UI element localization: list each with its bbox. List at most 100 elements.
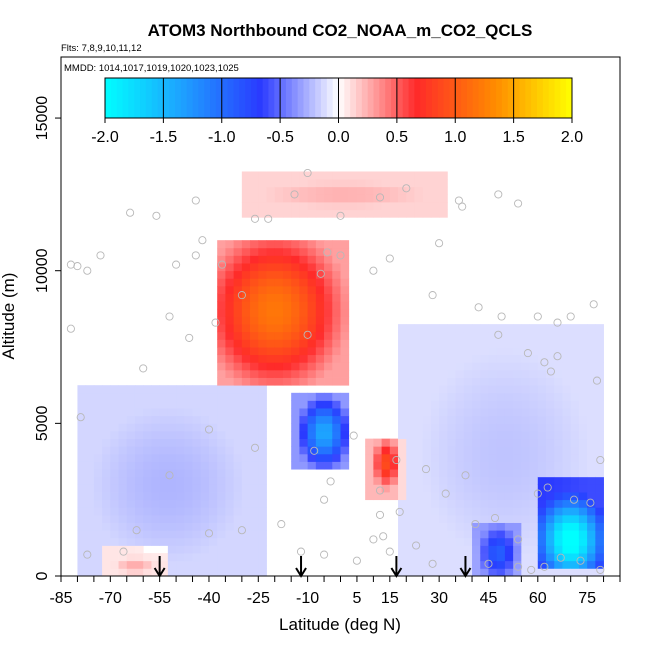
heatmap-cell xyxy=(126,484,136,493)
heatmap-cell xyxy=(250,324,259,333)
heatmap-cell xyxy=(570,369,580,378)
heatmap-cell xyxy=(192,385,202,394)
heatmap-cell xyxy=(488,423,498,432)
sample-point xyxy=(592,376,602,385)
heatmap-cell xyxy=(472,369,481,378)
heatmap-cell xyxy=(496,354,506,363)
heatmap-cell xyxy=(110,461,119,470)
heatmap-cell xyxy=(250,408,259,417)
heatmap-cell xyxy=(291,285,300,294)
heatmap-cell xyxy=(496,400,506,409)
heatmap-cell xyxy=(537,453,547,462)
heatmap-cell xyxy=(595,553,604,562)
heatmap-cell xyxy=(217,514,226,523)
heatmap-cell xyxy=(307,392,317,401)
heatmap-cell xyxy=(77,400,87,409)
heatmap-cell xyxy=(274,186,284,195)
heatmap-cell xyxy=(537,423,547,432)
colorbar-segment xyxy=(396,78,404,118)
heatmap-cell xyxy=(241,293,251,302)
heatmap-cell xyxy=(529,369,539,378)
heatmap-cell xyxy=(496,415,506,424)
heatmap-cell xyxy=(200,553,210,562)
heatmap-cell xyxy=(266,247,276,256)
heatmap-cell xyxy=(472,347,481,356)
heatmap-cell xyxy=(200,423,210,432)
heatmap-cell xyxy=(398,331,407,340)
heatmap-cell xyxy=(324,308,333,317)
sample-point xyxy=(152,211,161,220)
heatmap-cell xyxy=(324,278,333,287)
heatmap-cell xyxy=(200,469,210,478)
heatmap-cell xyxy=(422,408,432,417)
heatmap-cell xyxy=(315,301,325,310)
heatmap-cell xyxy=(274,362,284,371)
heatmap-cell xyxy=(340,461,350,470)
heatmap-cell xyxy=(554,415,563,424)
heatmap-cell xyxy=(299,362,309,371)
heatmap-cell xyxy=(225,308,235,317)
heatmap-cell xyxy=(250,316,259,325)
heatmap-cell xyxy=(110,408,119,417)
heatmap-cell xyxy=(587,537,596,546)
heatmap-cell xyxy=(233,514,243,523)
heatmap-cell xyxy=(546,369,555,378)
heatmap-cell xyxy=(77,560,87,569)
heatmap-cell xyxy=(282,301,292,310)
heatmap-cell xyxy=(266,171,276,180)
heatmap-cell xyxy=(258,186,267,195)
heatmap-cell xyxy=(159,430,169,440)
heatmap-cell xyxy=(192,507,202,516)
heatmap-cell xyxy=(93,553,103,562)
sample-point xyxy=(494,190,503,199)
heatmap-cell xyxy=(110,522,119,531)
heatmap-cell xyxy=(513,392,522,401)
heatmap-cell xyxy=(472,354,481,363)
sample-point xyxy=(73,262,82,271)
heatmap-cell xyxy=(521,484,530,493)
heatmap-cell xyxy=(299,171,309,180)
heatmap-cell xyxy=(578,438,588,447)
heatmap-cell xyxy=(554,545,563,554)
heatmap-cell xyxy=(102,545,111,554)
heatmap-cell xyxy=(241,247,251,256)
heatmap-cell xyxy=(110,507,119,516)
heatmap-cell xyxy=(513,331,522,340)
heatmap-cell xyxy=(488,537,498,546)
heatmap-cell xyxy=(422,553,432,562)
heatmap-cell xyxy=(472,560,481,569)
heatmap-cell xyxy=(332,430,341,440)
heatmap-cell xyxy=(529,507,539,516)
heatmap-cell xyxy=(291,461,300,470)
heatmap-cell xyxy=(217,476,226,485)
heatmap-cell xyxy=(258,545,267,554)
heatmap-cell xyxy=(250,278,259,287)
heatmap-cell xyxy=(439,400,448,409)
heatmap-cell xyxy=(439,545,448,554)
heatmap-cell xyxy=(488,560,498,569)
heatmap-cell xyxy=(307,301,317,310)
heatmap-cell xyxy=(430,354,440,363)
heatmap-cell xyxy=(447,446,456,455)
heatmap-cell xyxy=(134,469,144,478)
heatmap-cell xyxy=(463,522,473,531)
heatmap-cell xyxy=(398,194,407,203)
heatmap-cell xyxy=(159,530,169,539)
heatmap-cell xyxy=(504,339,514,348)
heatmap-cell xyxy=(299,263,309,272)
heatmap-cell xyxy=(447,476,456,485)
heatmap-cell xyxy=(258,484,267,493)
heatmap-cell xyxy=(208,423,218,432)
heatmap-cell xyxy=(496,530,506,539)
colorbar-segment xyxy=(507,78,515,118)
heatmap-cell xyxy=(463,354,473,363)
heatmap-cell xyxy=(504,377,514,386)
heatmap-cell xyxy=(315,331,325,340)
heatmap-cell xyxy=(307,308,317,317)
heatmap-cell xyxy=(578,476,588,485)
colorbar-segment xyxy=(554,78,561,118)
heatmap-cell xyxy=(554,492,563,501)
heatmap-cell xyxy=(315,446,325,455)
heatmap-cell xyxy=(422,522,432,531)
heatmap-cell xyxy=(307,263,317,272)
